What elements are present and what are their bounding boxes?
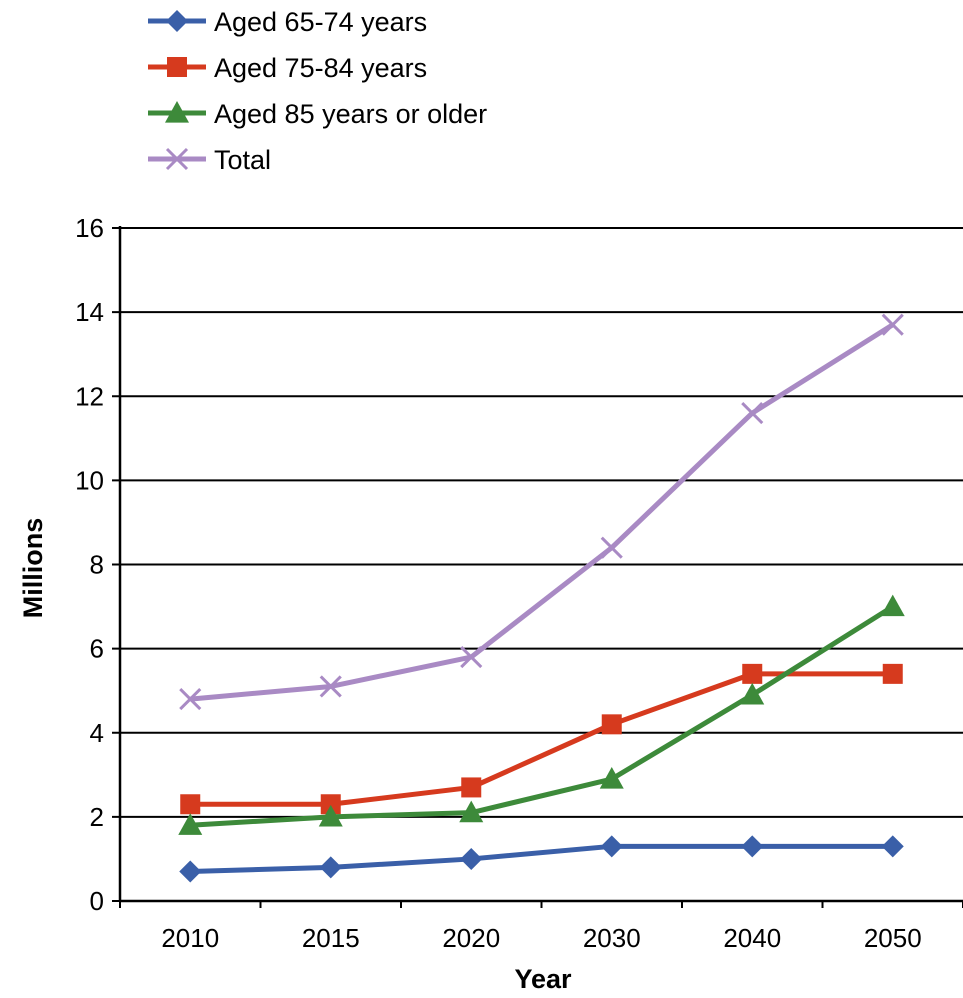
y-axis-title: Millions xyxy=(18,518,48,619)
series-2-point xyxy=(180,794,201,815)
series-4-point xyxy=(600,536,623,559)
x-tick-label: 2020 xyxy=(442,923,500,953)
y-tick-label: 14 xyxy=(75,297,104,327)
y-tick-label: 12 xyxy=(75,381,104,411)
y-tick-label: 0 xyxy=(90,886,104,916)
series-1-point xyxy=(460,847,483,870)
x-tick-label: 2050 xyxy=(864,923,922,953)
series-2-point xyxy=(742,663,763,684)
series-1-point xyxy=(319,856,342,879)
x-marker-stroke xyxy=(179,688,202,711)
series-1-point xyxy=(741,835,764,858)
x-axis-title: Year xyxy=(514,964,572,993)
series-4-point xyxy=(179,688,202,711)
x-tick-label: 2015 xyxy=(302,923,360,953)
x-marker-stroke xyxy=(741,402,764,425)
axes: 0 2 4 6 8 10 12 14 16 2010 2015 2020 2030 2040 2050 xyxy=(75,213,963,953)
legend-marker xyxy=(165,101,189,123)
y-tick-label: 6 xyxy=(90,634,104,664)
x-tick-label: 2010 xyxy=(161,923,219,953)
series-1-line xyxy=(190,843,893,875)
y-tick-label: 16 xyxy=(75,213,104,243)
legend-label: Total xyxy=(214,145,271,175)
legend-label: Aged 65-74 years xyxy=(214,7,427,37)
series-1-point xyxy=(600,835,623,858)
x-marker-stroke xyxy=(319,675,342,698)
legend: Aged 65-74 years Aged 75-84 years Aged 85 … xyxy=(148,7,487,175)
y-tick-label: 10 xyxy=(75,465,104,495)
series-2-point xyxy=(320,794,341,815)
series-3-point xyxy=(740,682,765,705)
series-3-point xyxy=(318,804,343,827)
series-2-point xyxy=(461,777,482,798)
y-tick-label: 2 xyxy=(90,802,104,832)
series-4-point xyxy=(319,675,342,698)
legend-marker xyxy=(166,10,188,32)
legend-item: Aged 85 years or older xyxy=(148,99,487,129)
series-2-point xyxy=(601,714,622,735)
series-2-line xyxy=(190,671,893,807)
legend-item: Aged 65-74 years xyxy=(148,7,427,37)
x-marker-stroke xyxy=(165,147,189,171)
legend-label: Aged 85 years or older xyxy=(214,99,487,129)
gridlines xyxy=(120,227,963,818)
series-3-point xyxy=(599,767,624,789)
legend-marker xyxy=(167,57,187,77)
x-tick-label: 2040 xyxy=(723,923,781,953)
legend-label: Aged 75-84 years xyxy=(214,53,427,83)
series-1-point xyxy=(881,835,904,858)
y-tick-label: 8 xyxy=(90,550,104,580)
x-tick-label: 2030 xyxy=(583,923,641,953)
legend-marker xyxy=(165,147,189,171)
legend-item: Total xyxy=(148,145,271,175)
series-layer xyxy=(178,313,905,883)
series-4-point xyxy=(460,645,483,669)
series-3-point xyxy=(178,813,203,835)
legend-item: Aged 75-84 years xyxy=(148,53,427,83)
series-3-point xyxy=(459,800,484,823)
series-4-point xyxy=(881,313,904,336)
series-4-point xyxy=(741,402,764,425)
series-3-point xyxy=(880,594,905,617)
series-2-point xyxy=(882,663,903,684)
series-3-line xyxy=(190,604,895,828)
series-4-line xyxy=(190,322,895,702)
x-marker-stroke xyxy=(460,645,483,669)
x-marker-stroke xyxy=(881,313,904,336)
series-1-point xyxy=(179,860,202,883)
y-tick-label: 4 xyxy=(90,718,104,748)
x-marker-stroke xyxy=(600,536,623,559)
